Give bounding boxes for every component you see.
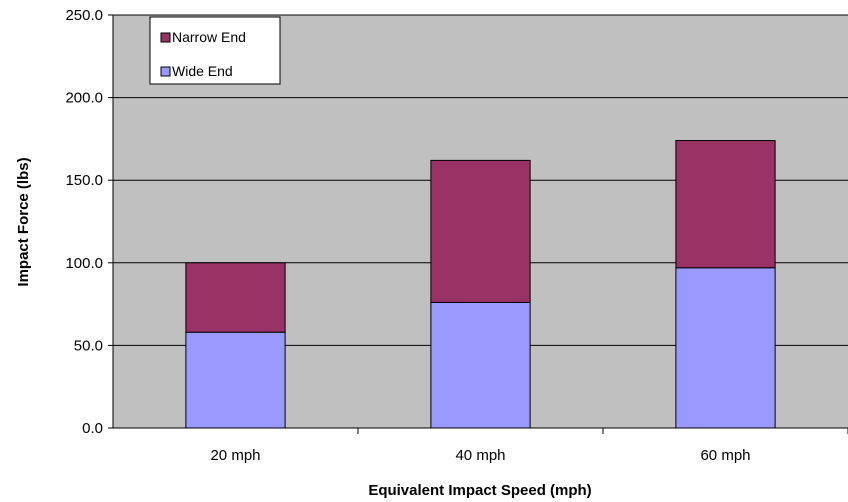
x-tick-label: 60 mph (700, 447, 750, 464)
y-tick-label: 50.0 (74, 337, 103, 354)
x-tick-labels: 20 mph 40 mph 60 mph (210, 428, 848, 464)
x-axis-title: Equivalent Impact Speed (mph) (368, 482, 591, 499)
legend-swatch-narrow-end (160, 32, 171, 43)
y-tick-label: 250.0 (65, 7, 103, 24)
y-tick-label: 200.0 (65, 90, 103, 107)
bar-narrow-end-2 (675, 140, 776, 269)
x-tick-label: 20 mph (210, 447, 260, 464)
bar-narrow-end-0 (185, 262, 286, 333)
bar-wide-end-0 (185, 331, 286, 429)
y-tick-label: 150.0 (65, 172, 103, 189)
legend-box (149, 16, 281, 85)
legend-label-wide-end: Wide End (172, 63, 233, 79)
x-tick-label: 40 mph (455, 447, 505, 464)
legend-swatch-wide-end (160, 66, 171, 77)
bar-narrow-end-1 (430, 159, 531, 303)
y-tick-label: 100.0 (65, 255, 103, 272)
y-tick-label: 0.0 (82, 420, 103, 437)
bar-wide-end-2 (675, 267, 776, 429)
axes (108, 15, 848, 429)
legend: Narrow End Wide End (149, 16, 281, 85)
y-tick-labels: 0.0 50.0 100.0 150.0 200.0 250.0 (65, 7, 103, 437)
legend-label-narrow-end: Narrow End (172, 29, 246, 45)
y-axis-title: Impact Force (lbs) (15, 157, 32, 286)
bars (185, 140, 776, 429)
bar-wide-end-1 (430, 301, 531, 429)
